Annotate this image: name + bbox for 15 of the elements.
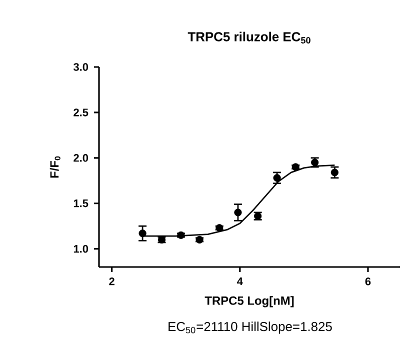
point	[273, 174, 281, 182]
y-tick-label: 1.5	[74, 200, 88, 208]
y-tick-label: 1.0	[74, 244, 88, 253]
text: EC$_{50}$=21110 HillSlope=1.825	[168, 322, 332, 334]
y-tick-label: 3.0	[73, 63, 88, 71]
point	[138, 230, 146, 238]
y-tick-label: 2.0	[74, 154, 88, 162]
x-tick-label: 4	[237, 278, 243, 286]
chart-title: TRPC5 riluzole EC$_{50}$	[188, 32, 310, 44]
y-tick-label: 2.5	[74, 108, 88, 116]
y-axis-title: F/F$_{0}$	[50, 156, 60, 178]
point	[234, 208, 242, 216]
x-tick-label: 2	[109, 278, 114, 286]
x-axis-title: TRPC5 Log[nM]	[204, 296, 294, 308]
x-tick-label: 6	[365, 278, 371, 286]
